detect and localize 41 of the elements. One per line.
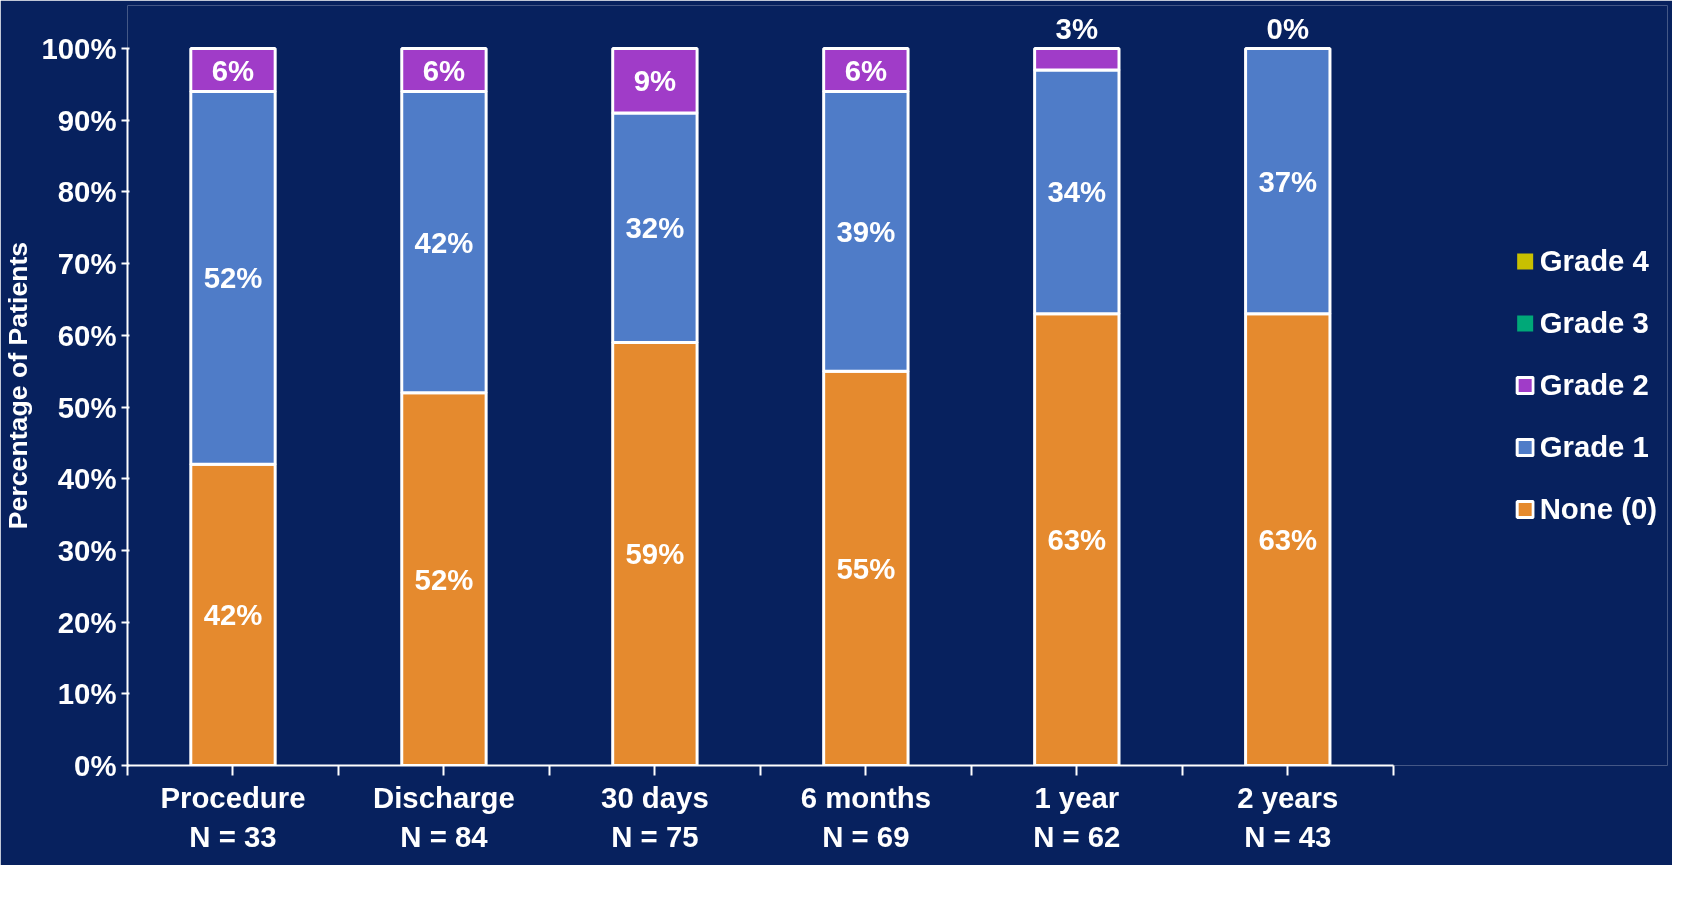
- y-tick-label: 90%: [57, 103, 117, 137]
- x-tick-label: 1 year N = 62: [1033, 780, 1121, 854]
- data-label: 63%: [1258, 523, 1318, 557]
- data-label: 52%: [203, 261, 263, 295]
- legend-label: Grade 2: [1539, 368, 1649, 402]
- data-label: 6%: [211, 53, 255, 87]
- y-tick-label: 60%: [57, 318, 117, 352]
- y-tick-label: 80%: [57, 175, 117, 209]
- y-tick-label: 30%: [57, 533, 117, 567]
- y-tick-label: 20%: [57, 605, 117, 639]
- legend-label: None (0): [1539, 492, 1657, 526]
- data-label: 55%: [836, 551, 896, 585]
- data-label: 9%: [633, 64, 677, 98]
- y-tick-label: 70%: [57, 247, 117, 281]
- y-tick-label: 50%: [57, 390, 117, 424]
- x-tick-label: 6 months N = 69: [800, 780, 932, 854]
- legend-label: Grade 3: [1539, 306, 1649, 340]
- data-label: 6%: [844, 53, 888, 87]
- data-label: 59%: [625, 537, 685, 571]
- x-tick-label: 30 days N = 75: [601, 780, 709, 854]
- legend-label: Grade 1: [1539, 430, 1649, 464]
- data-label: 42%: [414, 225, 474, 259]
- data-label: 42%: [203, 598, 263, 632]
- y-tick-label: 100%: [41, 32, 117, 66]
- x-tick-label: Discharge N = 84: [373, 780, 515, 854]
- data-label: 63%: [1047, 523, 1107, 557]
- data-label: 3%: [1055, 11, 1099, 45]
- y-tick-label: 10%: [57, 677, 117, 711]
- x-tick-label: Procedure N = 33: [160, 780, 306, 854]
- data-label: 32%: [625, 211, 685, 245]
- x-tick-label: 2 years N = 43: [1237, 780, 1339, 854]
- y-tick-label: 40%: [57, 462, 117, 496]
- y-axis-title: Percentage of Patients: [3, 241, 34, 530]
- data-label: 37%: [1258, 164, 1318, 198]
- data-label: 6%: [422, 53, 466, 87]
- data-label: 52%: [414, 562, 474, 596]
- data-label: 39%: [836, 214, 896, 248]
- legend-label: Grade 4: [1539, 244, 1649, 278]
- data-label: 34%: [1047, 175, 1107, 209]
- data-label: 0%: [1266, 11, 1309, 45]
- y-tick-label: 0%: [74, 749, 117, 782]
